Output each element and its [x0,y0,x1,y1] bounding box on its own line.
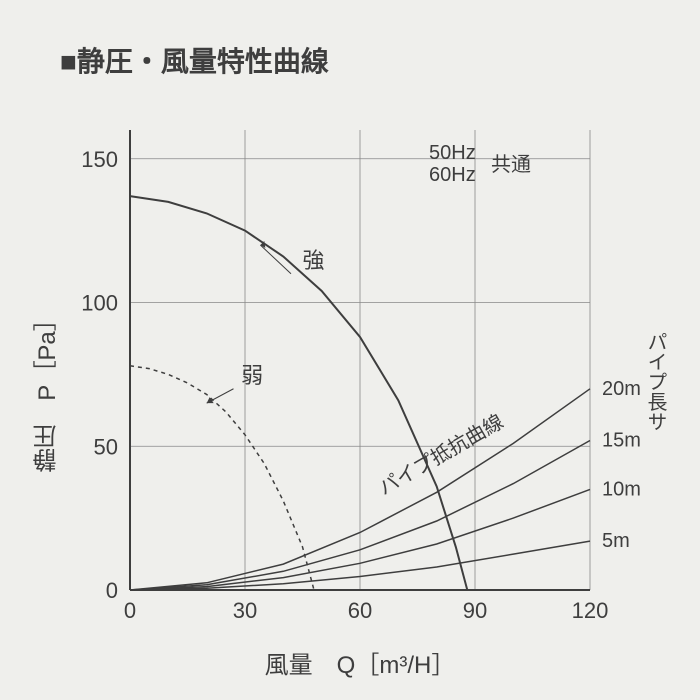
svg-text:0: 0 [106,578,118,603]
svg-text:10m: 10m [602,478,641,500]
chart-svg: 0 30 60 90 120 0 50 100 150 20m 15m 10m 5m 50Hz60Hz 共通… [50,110,670,670]
chart-title: ■静圧・風量特性曲線 [60,40,680,80]
chart-container: 0 30 60 90 120 0 50 100 150 20m 15m 10m 5m 50Hz60Hz 共通… [50,110,670,670]
svg-text:150: 150 [81,147,118,172]
svg-text:50: 50 [94,434,118,459]
svg-text:5m: 5m [602,530,630,552]
svg-text:弱: 弱 [241,363,263,388]
svg-text:50Hz: 50Hz [429,142,476,164]
svg-text:30: 30 [233,598,257,623]
svg-text:共通: 共通 [491,153,531,176]
svg-text:120: 120 [572,598,609,623]
svg-text:100: 100 [81,291,118,316]
x-axis-label: 風量 Q［m³/H］ [265,645,456,680]
svg-text:0: 0 [124,598,136,623]
svg-text:20m: 20m [602,378,641,400]
svg-text:15m: 15m [602,430,641,452]
svg-text:パイプ抵抗曲線: パイプ抵抗曲線 [375,410,508,500]
svg-text:60Hz: 60Hz [429,164,476,186]
y-axis-label: 静圧 P［Pa］ [30,307,65,472]
svg-text:60: 60 [348,598,372,623]
svg-text:強: 強 [303,248,325,273]
svg-text:パイプ長サ: パイプ長サ [644,331,666,431]
svg-text:90: 90 [463,598,487,623]
